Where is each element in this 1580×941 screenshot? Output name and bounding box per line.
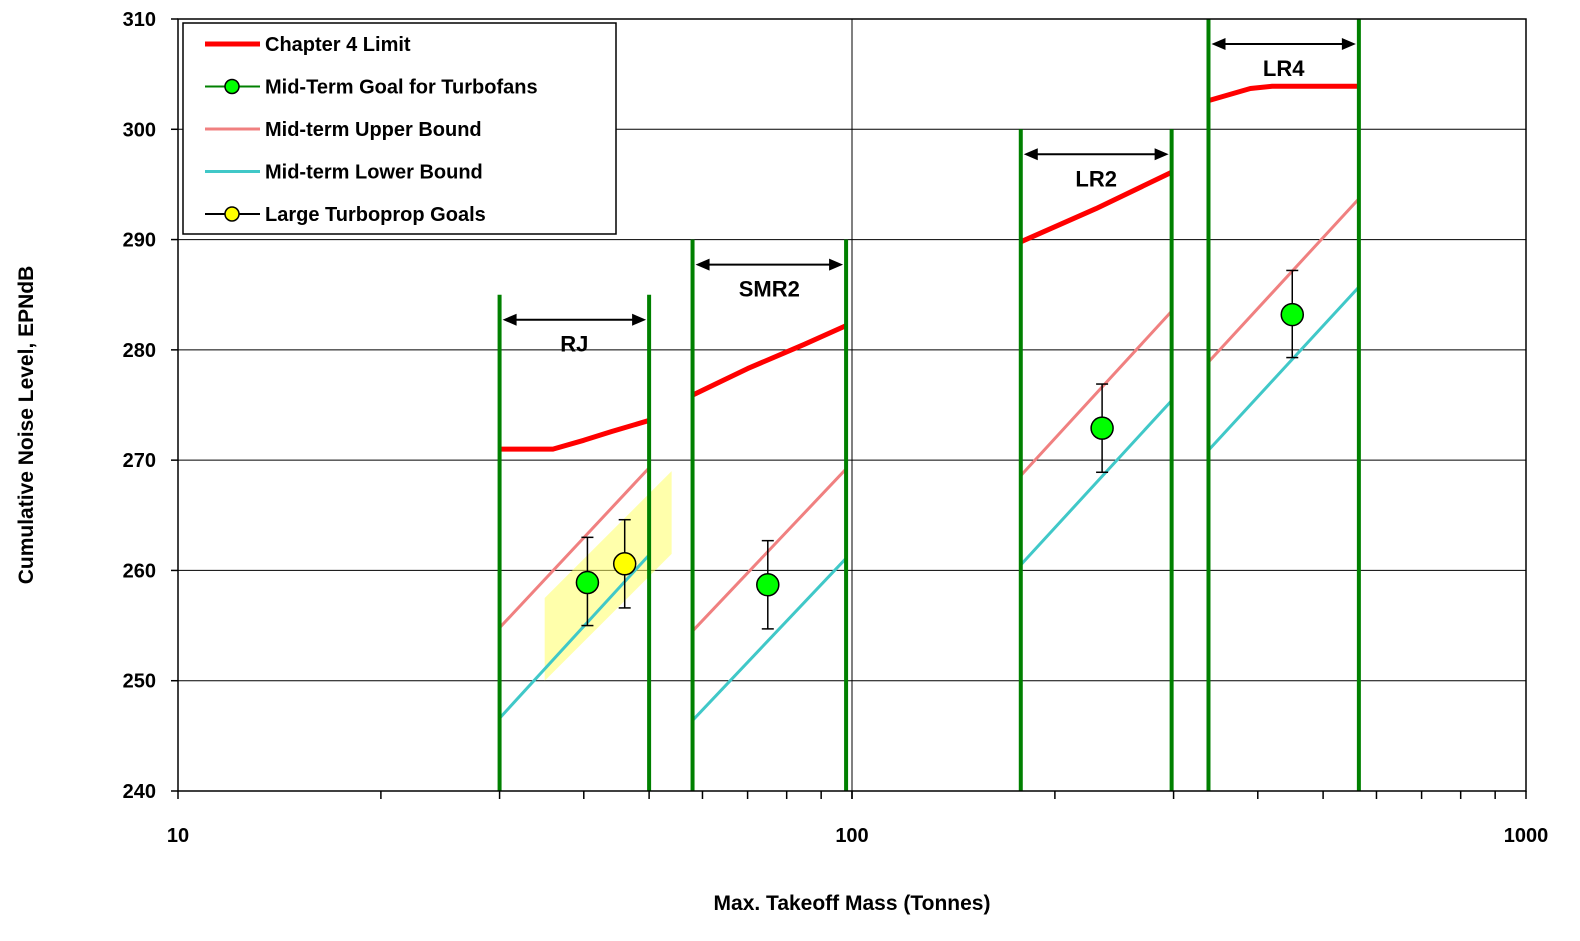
upper-line (1019, 310, 1173, 477)
chapter4-lines (499, 83, 1359, 452)
region-boundaries (497, 19, 1361, 791)
axes (171, 18, 1527, 799)
goal-points (575, 269, 1305, 630)
goal_turbofan-marker (1280, 302, 1305, 327)
region-arrow-head-right (632, 313, 647, 326)
chapter4-line (1207, 83, 1359, 104)
gridlines (178, 19, 1526, 791)
chapter4-line (499, 418, 650, 452)
region-label-lr4: LR4 (1263, 56, 1305, 81)
goal_turbofan-marker (756, 573, 780, 597)
legend-label-chapter4: Chapter 4 Limit (265, 34, 411, 56)
y-tick-label: 290 (123, 230, 156, 252)
legend: Chapter 4 Limit Mid-Term Goal for Turbofa… (182, 22, 617, 235)
chapter4-line (1019, 170, 1173, 245)
x-tick-label: 1000 (1504, 825, 1549, 847)
y-tick-label: 280 (123, 340, 156, 362)
goal_turbofan-marker (575, 570, 600, 595)
y-tick-label: 260 (123, 560, 156, 582)
x-axis-title: Max. Takeoff Mass (Tonnes) (714, 892, 991, 915)
legend-marker-turboprop (224, 206, 240, 222)
chapter4-line (691, 323, 848, 398)
legend-label-turboprop: Large Turboprop Goals (265, 204, 486, 226)
legend-label-upper: Mid-term Upper Bound (265, 119, 482, 141)
legend-label-lower: Mid-term Lower Bound (265, 162, 483, 184)
y-tick-label: 240 (123, 781, 156, 803)
lower-line (1019, 399, 1173, 566)
region-label-rj: RJ (560, 332, 588, 357)
lower-line (691, 557, 848, 722)
legend-marker-goal_turbofan (224, 78, 240, 95)
upper-line (498, 466, 651, 629)
legend-label-goal_turbofan: Mid-Term Goal for Turbofans (265, 77, 538, 99)
upper-line (691, 467, 848, 633)
region-label-lr2: LR2 (1075, 166, 1117, 191)
goal_turbofan-marker (1090, 416, 1114, 440)
turboprop-band (544, 471, 672, 681)
y-axis-title: Cumulative Noise Level, EPNdB (15, 266, 38, 585)
tick-labels: 240 250 260 270 280 290 300 310 10 100 1000 (123, 9, 1549, 847)
y-tick-label: 250 (123, 671, 156, 693)
turboprop-marker (612, 552, 637, 576)
region-arrow-head-right (829, 258, 844, 271)
region-arrow-head-left (695, 258, 710, 271)
bound-lines (498, 197, 1360, 722)
y-tick-label: 270 (123, 450, 156, 472)
lower-line (1207, 285, 1360, 452)
region-arrow-head-left (1023, 148, 1038, 161)
region-arrow-head-right (1341, 38, 1356, 50)
turboprop-shaded-band (544, 471, 672, 681)
x-tick-label: 100 (835, 825, 868, 847)
y-tick-label: 300 (123, 119, 156, 141)
region-arrow-head-right (1154, 148, 1169, 161)
y-tick-label: 310 (123, 9, 156, 31)
region-label-smr2: SMR2 (739, 277, 800, 302)
region-arrows: RJ SMR2 LR2 LR4 (502, 38, 1356, 357)
x-tick-label: 10 (167, 825, 189, 847)
region-arrow-head-left (1211, 38, 1226, 50)
region-arrow-head-left (502, 313, 517, 326)
upper-line (1207, 197, 1360, 364)
